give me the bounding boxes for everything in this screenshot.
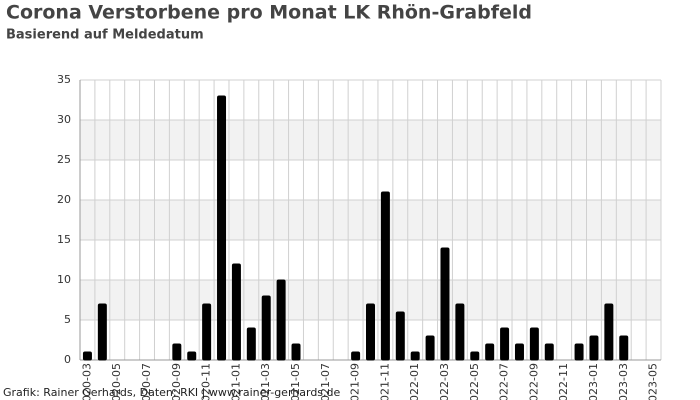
bar	[455, 303, 465, 361]
x-tick-label: 2022-07	[498, 363, 511, 400]
x-tick-label: 2020-03	[80, 363, 93, 400]
bar	[172, 343, 182, 361]
bar	[246, 327, 256, 361]
bar	[187, 351, 197, 361]
x-tick-label: 2022-11	[557, 363, 570, 400]
bar	[202, 303, 212, 361]
bar	[366, 303, 375, 361]
x-tick-label: 2023-05	[647, 363, 660, 400]
y-tick-label: 25	[57, 153, 71, 166]
grid-band	[80, 120, 661, 160]
bar	[380, 191, 390, 361]
bar	[351, 351, 361, 361]
bar	[410, 351, 420, 361]
grid-band	[80, 200, 661, 240]
y-tick-label: 15	[57, 233, 71, 246]
x-tick-label: 2021-11	[378, 363, 391, 400]
x-tick-label: 2022-01	[408, 363, 421, 400]
bar	[589, 335, 599, 361]
bar	[544, 343, 554, 361]
bar	[395, 311, 405, 361]
bar	[574, 343, 584, 361]
bar	[514, 343, 524, 361]
bar	[485, 343, 495, 361]
bar	[619, 335, 629, 361]
y-tick-label: 5	[64, 313, 71, 326]
footer: Grafik: Rainer Gerhards, Daten: RKI | ww…	[3, 386, 341, 399]
x-tick-label: 2021-07	[319, 363, 332, 400]
bar	[97, 303, 107, 361]
x-tick-label: 2021-09	[349, 363, 362, 400]
y-tick-label: 35	[57, 73, 71, 86]
x-tick-label: 2021-01	[229, 363, 242, 400]
chart-title: Corona Verstorbene pro Monat LK Rhön-Gra…	[6, 2, 532, 24]
bar	[231, 263, 241, 361]
bar	[425, 335, 435, 361]
bar	[217, 95, 227, 361]
x-tick-label: 2022-09	[527, 363, 540, 400]
bar	[529, 327, 539, 361]
chart-subtitle: Basierend auf Meldedatum	[6, 28, 204, 43]
x-tick-label: 2020-07	[140, 363, 153, 400]
x-tick-label: 2022-05	[468, 363, 481, 400]
bar	[291, 343, 301, 361]
bar	[604, 303, 614, 361]
x-tick-label: 2023-01	[587, 363, 600, 400]
bar	[82, 351, 92, 361]
x-tick-label: 2022-03	[438, 363, 451, 400]
y-tick-label: 10	[57, 273, 71, 286]
y-tick-label: 30	[57, 113, 71, 126]
bar	[261, 295, 271, 361]
x-tick-label: 2021-05	[289, 363, 302, 400]
bar	[500, 327, 510, 361]
x-tick-label: 2020-05	[110, 363, 123, 400]
bar	[470, 351, 480, 361]
y-tick-label: 20	[57, 193, 71, 206]
bar	[440, 247, 450, 361]
x-tick-label: 2020-09	[170, 363, 183, 400]
y-tick-label: 0	[64, 353, 71, 366]
x-tick-label: 2021-03	[259, 363, 272, 400]
x-tick-label: 2023-03	[617, 363, 630, 400]
plot-area: 0 5 10 15 20 25 30 35 2020-03 2020-05 2020-07 2020-…	[57, 73, 662, 400]
bar	[276, 279, 286, 361]
x-tick-label: 2020-11	[200, 363, 213, 400]
